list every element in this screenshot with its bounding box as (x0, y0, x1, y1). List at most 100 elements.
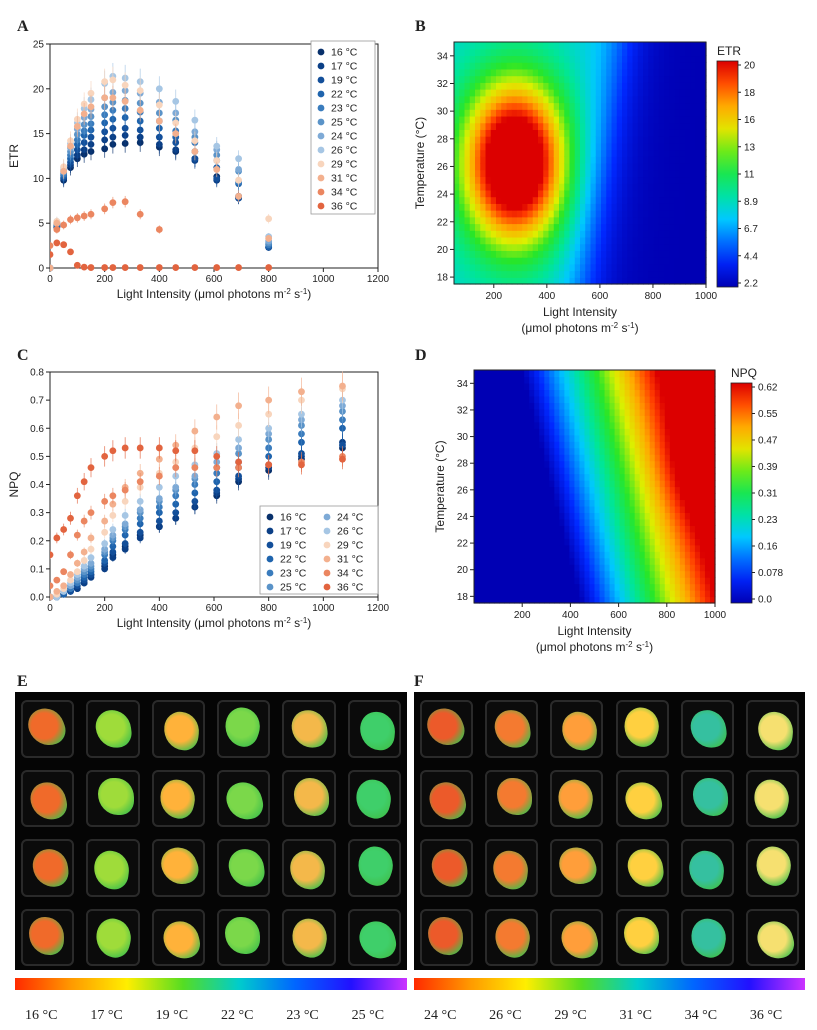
heatmap-cell (524, 395, 530, 403)
heatmap-cell (627, 122, 634, 130)
heatmap-cell (709, 492, 716, 501)
heatmap-cell (490, 136, 497, 144)
heatmap-cell (544, 467, 550, 475)
heatmap-cell (632, 156, 639, 164)
heatmap-cell (648, 95, 655, 104)
heatmap-cell (669, 382, 676, 391)
heatmap-cell (469, 142, 476, 151)
heatmap-cell (654, 415, 661, 423)
heatmap-cell (569, 408, 576, 416)
heatmap-cell (548, 169, 555, 178)
heatmap-cell (514, 447, 520, 455)
colorbar-tick-label: 16 (744, 115, 756, 126)
heatmap-cell (514, 382, 520, 391)
heatmap-cell (564, 250, 571, 258)
heatmap-cell (480, 122, 487, 130)
heatmap-cell (564, 196, 571, 204)
heatmap-cell (669, 454, 676, 462)
heatmap-cell (639, 551, 646, 559)
heatmap-cell (496, 109, 502, 117)
heatmap-cell (454, 196, 460, 204)
heatmap-cell (637, 89, 644, 97)
heatmap-cell (694, 590, 701, 598)
heatmap-cell (489, 512, 495, 520)
heatmap-cell (589, 499, 596, 507)
heatmap-cell (584, 389, 591, 397)
heatmap-cell (639, 505, 646, 513)
heatmap-cell (634, 512, 641, 520)
heatmap-cell (669, 551, 676, 559)
heatmap-cell (564, 486, 570, 494)
heatmap-cell (504, 570, 510, 578)
heatmap-cell (694, 505, 701, 513)
heatmap-cell (569, 473, 576, 481)
heatmap-cell (511, 156, 518, 164)
heatmap-cell (543, 183, 550, 191)
heatmap-cell (684, 557, 691, 565)
heatmap-cell (590, 156, 597, 164)
heatmap-cell (544, 577, 550, 585)
heatmap-cell (509, 460, 515, 468)
heatmap-cell (590, 68, 597, 77)
heatmap-cell (619, 564, 626, 572)
heatmap-cell (595, 270, 602, 278)
heatmap-cell (509, 480, 515, 488)
heatmap-cell (511, 68, 518, 77)
heatmap-cell (689, 583, 696, 591)
heatmap-cell (479, 577, 485, 585)
heatmap-cell (654, 460, 661, 468)
heatmap-cell (519, 480, 525, 488)
heatmap-cell (559, 473, 565, 481)
heatmap-cell (616, 142, 623, 151)
heatmap-cell (643, 236, 649, 245)
heatmap-cell (564, 142, 571, 151)
heatmap-cell (669, 544, 676, 552)
heatmap-cell (637, 129, 644, 137)
heatmap-cell (709, 408, 716, 416)
heatmap-cell (524, 447, 530, 455)
heatmap-cell (648, 196, 655, 204)
data-point (191, 148, 199, 155)
heatmap-cell (499, 370, 505, 378)
heatmap-cell (519, 518, 525, 526)
heatmap-cell (629, 512, 636, 520)
heatmap-cell (474, 395, 480, 403)
heatmap-cell (679, 129, 686, 137)
heatmap-cell (509, 441, 515, 449)
heatmap-cell (649, 434, 656, 442)
heatmap-cell (604, 395, 611, 403)
heatmap-cell (634, 428, 641, 436)
heatmap-cell (669, 163, 676, 171)
heatmap-cell (569, 454, 576, 462)
heatmap-cell (527, 210, 534, 218)
heatmap-cell (653, 189, 660, 198)
heatmap-cell (585, 263, 592, 272)
data-point (109, 447, 117, 455)
panel-letter-a: A (17, 18, 29, 35)
heatmap-cell (569, 480, 576, 488)
heatmap-cell (639, 577, 646, 585)
heatmap-cell (514, 564, 520, 572)
heatmap-cell (580, 89, 586, 97)
heatmap-cell (544, 512, 550, 520)
heatmap-cell (559, 122, 565, 130)
heatmap-cell (609, 492, 616, 501)
legend-marker (317, 118, 325, 126)
heatmap-cell (501, 102, 508, 110)
heatmap-cell (669, 370, 676, 378)
heatmap-cell (514, 570, 520, 578)
heatmap-cell (569, 129, 576, 137)
heatmap-cell (627, 102, 634, 110)
heatmap-cell (622, 183, 628, 191)
heatmap-cell (574, 551, 581, 559)
heatmap-cell (609, 564, 616, 572)
heatmap-cell (664, 447, 671, 455)
heatmap-cell (649, 577, 656, 585)
heatmap-cell (699, 370, 706, 378)
heatmap-cell (659, 596, 666, 604)
heatmap-cell (679, 583, 686, 591)
heatmap-cell (580, 263, 586, 272)
heatmap-cell (694, 376, 701, 384)
heatmap-cell (704, 544, 711, 552)
heatmap-cell (684, 460, 691, 468)
